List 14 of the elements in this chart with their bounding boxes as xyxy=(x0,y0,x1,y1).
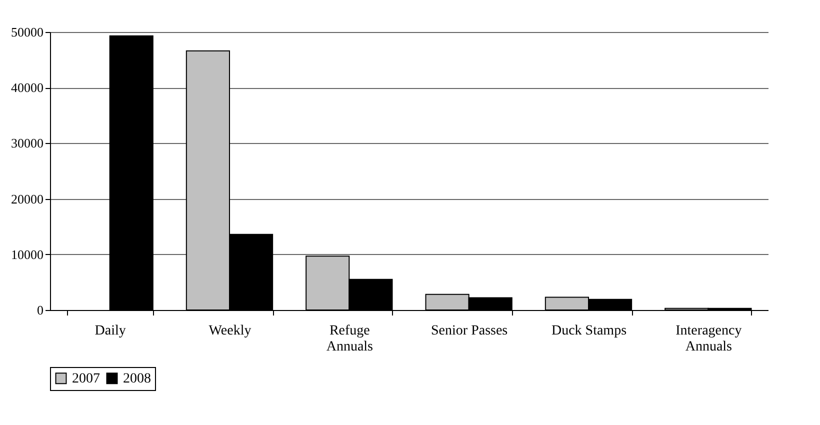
y-tick-label: 40000 xyxy=(11,80,44,96)
x-tick-label: Daily xyxy=(94,324,126,338)
y-tick-label: 20000 xyxy=(11,191,44,206)
x-tick-label: Interagency Annuals xyxy=(676,324,742,354)
y-tick-label: 50000 xyxy=(11,24,44,40)
x-tick-label: Refuge Annuals xyxy=(326,324,374,354)
x-tick-label: Senior Passes xyxy=(431,324,508,338)
y-tick-label: 30000 xyxy=(11,136,44,151)
x-tick-label: Duck Stamps xyxy=(551,324,627,338)
y-tick-label: 0 xyxy=(37,302,44,318)
legend-label: 2008 xyxy=(123,371,151,386)
y-tick-label: 10000 xyxy=(11,246,44,262)
legend-label: 2007 xyxy=(72,371,100,386)
x-tick-label: Weekly xyxy=(208,324,252,338)
